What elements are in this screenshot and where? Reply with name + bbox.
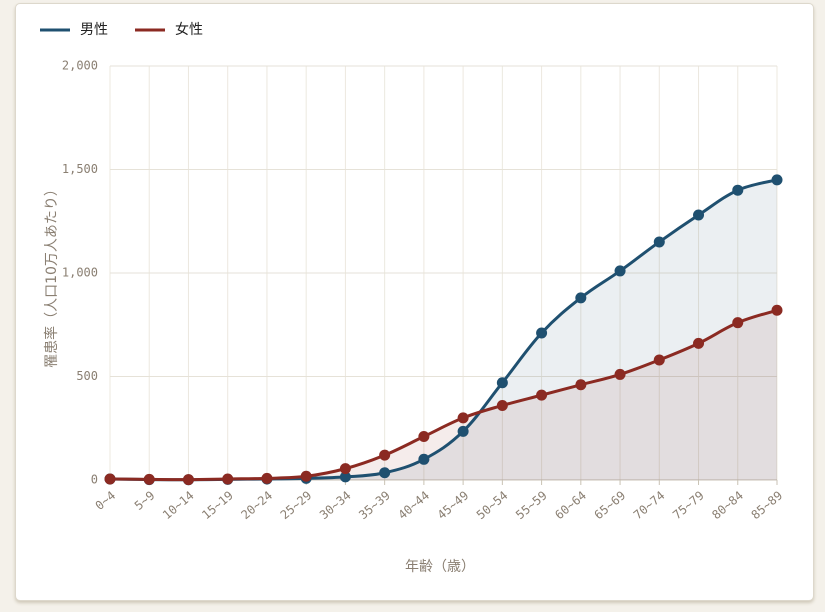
x-tick-label: 20~24 (238, 488, 275, 522)
x-tick-label: 85~89 (749, 488, 786, 522)
legend-label: 女性 (175, 21, 203, 38)
x-tick-label: 0~4 (93, 488, 119, 513)
point (222, 473, 234, 485)
series-area (110, 179, 777, 480)
point (771, 174, 783, 186)
point (732, 317, 744, 329)
point (104, 473, 116, 485)
y-tick-label: 500 (76, 369, 98, 383)
point (300, 470, 312, 482)
x-tick-label: 15~19 (199, 488, 236, 522)
x-tick-label: 70~74 (631, 488, 668, 522)
x-tick-label: 25~29 (278, 488, 315, 522)
point (732, 184, 744, 196)
x-tick-label: 65~69 (592, 488, 629, 522)
x-tick-label: 80~84 (709, 488, 746, 522)
point (653, 236, 665, 248)
x-tick-label: 35~39 (356, 488, 393, 522)
y-axis-title: 罹患率（人口10万人あたり） (43, 182, 60, 368)
point (536, 389, 548, 401)
series-area (110, 310, 777, 480)
point (693, 337, 705, 349)
point (379, 467, 391, 479)
point (418, 453, 430, 465)
point (261, 472, 273, 484)
x-tick-label: 50~54 (474, 488, 511, 522)
point (771, 304, 783, 316)
x-tick-label: 75~79 (670, 488, 707, 522)
x-tick-label: 30~34 (317, 488, 354, 522)
y-tick-label: 0 (91, 473, 98, 487)
x-tick-label: 40~44 (395, 488, 432, 522)
point (653, 354, 665, 366)
x-tick-label: 55~59 (513, 488, 550, 522)
point (614, 368, 626, 380)
point (536, 327, 548, 339)
point (457, 412, 469, 424)
point (693, 209, 705, 221)
y-tick-label: 1,500 (62, 162, 98, 176)
legend-label: 男性 (80, 22, 108, 38)
x-tick-label: 10~14 (160, 488, 197, 522)
x-tick-label: 60~64 (552, 488, 589, 522)
point (339, 471, 351, 483)
x-tick-label: 45~49 (435, 488, 472, 522)
point (457, 425, 469, 437)
y-tick-label: 1,000 (62, 266, 98, 280)
point (575, 379, 587, 391)
x-axis-title: 年齢（歳） (405, 559, 475, 575)
point (143, 473, 155, 485)
point (379, 449, 391, 461)
point (614, 265, 626, 277)
point (339, 463, 351, 475)
point (496, 377, 508, 389)
point (182, 474, 194, 486)
x-tick-label: 5~9 (132, 488, 158, 513)
point (496, 399, 508, 411)
point (575, 292, 587, 304)
chart-card (15, 3, 814, 601)
y-tick-label: 2,000 (62, 59, 98, 73)
point (418, 431, 430, 443)
